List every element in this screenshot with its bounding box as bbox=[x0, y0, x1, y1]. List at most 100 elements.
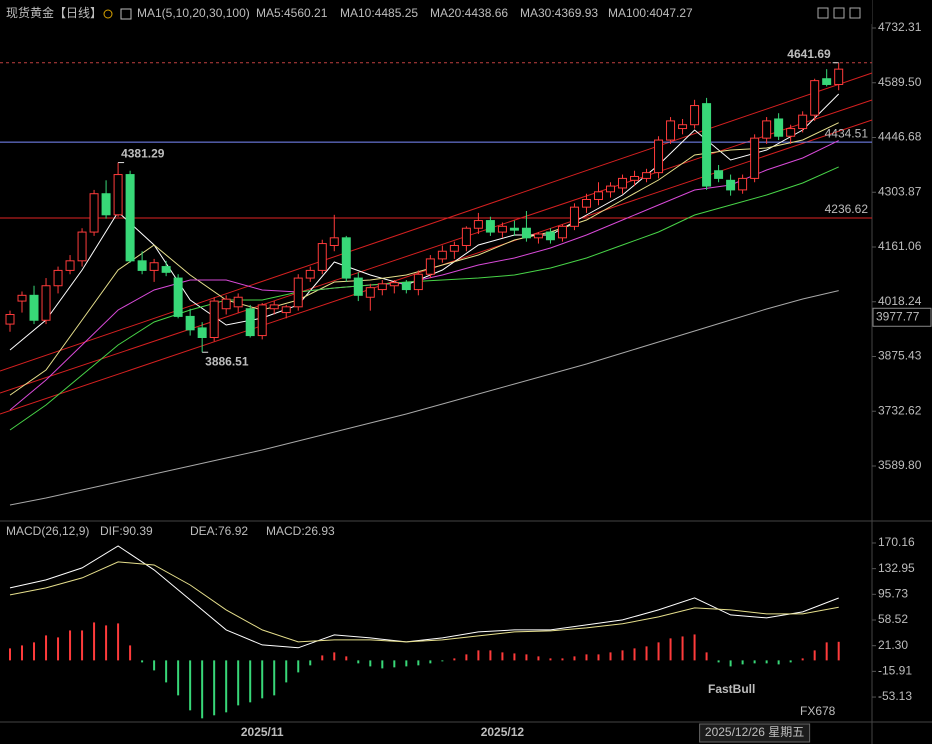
y-tick-label: -53.13 bbox=[878, 689, 912, 703]
toolbar-button[interactable] bbox=[817, 7, 829, 19]
macd-bar bbox=[813, 650, 816, 661]
candle-body bbox=[221, 298, 231, 310]
macd-bar bbox=[597, 654, 600, 661]
macd-bar bbox=[393, 660, 396, 668]
macd-bar bbox=[825, 642, 828, 661]
macd-bar bbox=[93, 622, 96, 661]
y-tick-label: 21.30 bbox=[878, 638, 908, 652]
legend-entry: MA10:4485.25 bbox=[340, 6, 418, 20]
header-bg bbox=[0, 0, 872, 24]
candle-body bbox=[329, 237, 339, 246]
trend-line bbox=[0, 99, 873, 394]
candle-body bbox=[89, 193, 99, 233]
macd-bar bbox=[405, 660, 408, 667]
y-tick-label: 4018.24 bbox=[878, 294, 922, 308]
crosshair-x-label: 2025/12/26 星期五 bbox=[705, 725, 804, 739]
candle-body bbox=[281, 306, 291, 314]
toolbar-button[interactable] bbox=[849, 7, 861, 19]
title-icon[interactable] bbox=[103, 9, 113, 19]
macd-bar bbox=[549, 658, 552, 661]
annotation-label: 4641.69 bbox=[787, 47, 831, 61]
candle-body bbox=[425, 258, 435, 275]
x-tick-label: 2025/12 bbox=[481, 725, 525, 739]
legend-entry: MA30:4369.93 bbox=[520, 6, 598, 20]
candle-body bbox=[630, 175, 640, 181]
legend-entry: MA100:4047.27 bbox=[608, 6, 693, 20]
candle-body bbox=[149, 262, 159, 271]
y-tick-label: 4303.87 bbox=[878, 184, 922, 198]
macd-bar bbox=[609, 652, 612, 661]
candle-body bbox=[197, 327, 207, 338]
y-tick-label: 3875.43 bbox=[878, 349, 922, 363]
candle-body bbox=[461, 227, 471, 246]
macd-bar bbox=[381, 660, 384, 669]
candle-body bbox=[690, 105, 700, 126]
candle-body bbox=[533, 233, 543, 239]
annotation-label: 3886.51 bbox=[205, 354, 249, 368]
candle-body bbox=[497, 225, 507, 233]
toolbar-button[interactable] bbox=[833, 7, 845, 19]
macd-bar bbox=[249, 660, 252, 703]
macd-bar bbox=[153, 660, 156, 671]
macd-bar bbox=[45, 635, 48, 661]
candle-body bbox=[750, 137, 760, 179]
candle-body bbox=[365, 287, 375, 298]
macd-bar bbox=[465, 654, 468, 661]
candle-body bbox=[413, 273, 423, 291]
legend-entry: DIF:90.39 bbox=[100, 524, 153, 538]
macd-bar bbox=[33, 642, 36, 661]
ma-line bbox=[9, 561, 839, 643]
legend-entry: MA20:4438.66 bbox=[430, 6, 508, 20]
chart-title: 现货黄金【日线】 bbox=[6, 5, 102, 20]
ma-line bbox=[9, 166, 839, 431]
trend-line bbox=[0, 72, 873, 372]
macd-bar bbox=[357, 660, 360, 664]
macd-bar bbox=[441, 660, 444, 662]
candle-body bbox=[245, 308, 255, 337]
macd-bar bbox=[177, 660, 180, 696]
toolbar bbox=[817, 7, 861, 19]
candle-body bbox=[209, 300, 219, 338]
macd-bar bbox=[117, 623, 120, 661]
macd-bar bbox=[213, 660, 216, 716]
candle-body bbox=[485, 220, 495, 233]
candle-body bbox=[65, 260, 75, 271]
h-line-label: 4434.51 bbox=[825, 126, 869, 140]
macd-bar bbox=[189, 660, 192, 711]
macd-bar bbox=[105, 625, 108, 661]
macd-bar bbox=[633, 648, 636, 661]
candle-body bbox=[666, 120, 676, 141]
macd-bar bbox=[453, 658, 456, 661]
macd-bar bbox=[645, 646, 648, 661]
ma-icon[interactable] bbox=[120, 8, 132, 20]
macd-bar bbox=[573, 656, 576, 661]
macd-bar bbox=[789, 660, 792, 663]
candle-body bbox=[738, 177, 748, 191]
y-tick-label: 3589.80 bbox=[878, 458, 922, 472]
crosshair-y-box bbox=[872, 307, 932, 327]
candle-body bbox=[810, 80, 820, 116]
macd-bar bbox=[369, 660, 372, 667]
annotation-label: 4381.29 bbox=[121, 147, 165, 161]
macd-bar bbox=[489, 650, 492, 661]
x-tick-label: 2025/11 bbox=[241, 725, 284, 739]
macd-bar bbox=[657, 642, 660, 661]
y-tick-label: 4446.68 bbox=[878, 130, 922, 144]
candle-body bbox=[185, 315, 195, 331]
macd-title: MACD(26,12,9) bbox=[6, 524, 89, 538]
candle-body bbox=[521, 227, 531, 239]
candle-body bbox=[798, 114, 808, 130]
candle-body bbox=[581, 198, 591, 208]
candle-body bbox=[545, 231, 555, 241]
macd-bar bbox=[69, 630, 72, 661]
candle-body bbox=[125, 174, 135, 262]
macd-bar bbox=[225, 660, 228, 713]
candle-body bbox=[113, 174, 123, 216]
macd-bar bbox=[525, 654, 528, 661]
candle-body bbox=[401, 282, 411, 291]
crosshair-y-label: 3977.77 bbox=[876, 309, 920, 323]
candle-body bbox=[5, 313, 15, 325]
macd-bar bbox=[345, 656, 348, 661]
